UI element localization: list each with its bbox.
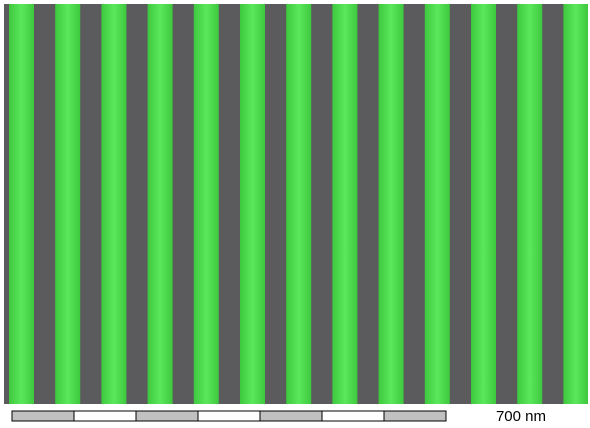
scale-bar-segment — [74, 411, 136, 421]
stripe — [425, 4, 450, 404]
scale-bar-segment — [260, 411, 322, 421]
scale-bar-label: 700 nm — [496, 408, 546, 425]
scale-bar-segment — [12, 411, 74, 421]
micrograph-view: 700 nm — [0, 0, 590, 428]
stripe — [379, 4, 404, 404]
stripe — [240, 4, 265, 404]
stripe — [194, 4, 219, 404]
stripe — [148, 4, 173, 404]
stripe — [332, 4, 357, 404]
stripe — [563, 4, 588, 404]
scale-bar — [12, 411, 446, 421]
stripe — [517, 4, 542, 404]
scale-bar-segment — [384, 411, 446, 421]
stripe — [471, 4, 496, 404]
stripe — [286, 4, 311, 404]
scale-bar-segment — [136, 411, 198, 421]
scale-bar-segment — [198, 411, 260, 421]
stripe — [101, 4, 126, 404]
page: 700 nm (() => { const data = JSON.parse(… — [0, 0, 590, 428]
scale-bar-segment — [322, 411, 384, 421]
stripe — [9, 4, 34, 404]
stripe — [55, 4, 80, 404]
